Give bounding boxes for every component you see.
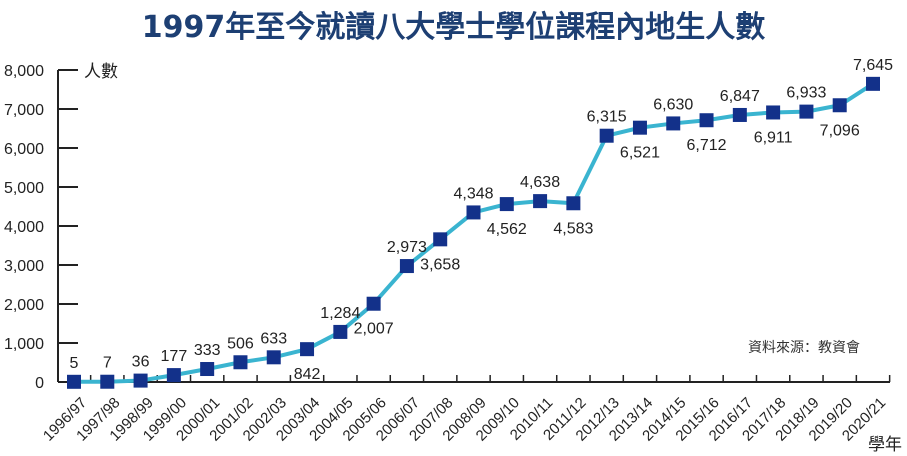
data-point-marker (333, 324, 348, 339)
data-point-marker (266, 350, 281, 365)
data-point-marker (799, 104, 814, 119)
data-label: 842 (294, 366, 321, 383)
data-label: 4,348 (453, 185, 493, 202)
data-point-marker (866, 76, 880, 91)
data-point-marker (100, 374, 115, 389)
data-label: 633 (260, 330, 287, 347)
data-label: 6,847 (720, 88, 760, 105)
data-label: 5 (70, 355, 79, 372)
data-label: 6,911 (754, 129, 793, 146)
y-tick-label: 2,000 (4, 297, 44, 314)
data-label: 333 (194, 342, 221, 359)
data-label: 3,658 (420, 256, 460, 273)
x-axis-label: 學年 (868, 435, 902, 455)
data-label: 1,284 (320, 305, 360, 322)
data-label: 6,933 (786, 85, 826, 102)
data-label: 6,630 (653, 96, 693, 113)
data-point-marker (300, 342, 315, 357)
data-point-marker (499, 197, 514, 212)
data-point-marker (632, 120, 647, 135)
data-label: 177 (161, 348, 188, 365)
y-axis-label: 人數 (84, 62, 118, 82)
data-point-marker (699, 113, 714, 128)
data-label: 506 (227, 335, 254, 352)
y-tick-label: 8,000 (4, 63, 44, 80)
series-line (67, 76, 880, 389)
data-point-marker (67, 374, 81, 389)
data-label: 7,096 (820, 122, 860, 139)
data-point-marker (666, 116, 681, 131)
source-note: 資料來源：教資會 (748, 340, 860, 356)
chart-title: 1997年至今就讀八大學士學位課程內地生人數 (141, 10, 766, 45)
data-label: 4,638 (520, 174, 560, 191)
data-label: 36 (132, 354, 150, 371)
data-point-marker (599, 128, 614, 143)
data-label: 4,583 (553, 220, 593, 237)
data-point-marker (533, 194, 548, 209)
data-point-marker (766, 105, 781, 120)
data-point-marker (466, 205, 481, 220)
y-tick-label: 6,000 (4, 141, 44, 158)
data-point-marker (366, 296, 381, 311)
data-point-marker (566, 196, 581, 211)
data-point-marker (399, 259, 414, 274)
y-tick-label: 5,000 (4, 180, 44, 197)
y-tick-label: 1,000 (4, 336, 44, 353)
y-tick-label: 4,000 (4, 219, 44, 236)
data-point-marker (166, 368, 181, 383)
data-label: 2,007 (354, 321, 394, 338)
data-label: 7,645 (853, 57, 893, 74)
data-point-marker (133, 373, 148, 388)
data-label: 6,521 (620, 145, 660, 162)
data-label: 2,973 (387, 239, 427, 256)
data-point-marker (433, 232, 448, 247)
data-point-marker (832, 98, 847, 113)
data-point-marker (732, 107, 747, 122)
y-tick-label: 3,000 (4, 258, 44, 275)
data-point-marker (233, 355, 248, 370)
data-point-marker (200, 362, 215, 377)
y-axis: 0 1,000 2,000 3,000 4,000 5,000 6,000 7,000 8,00… (4, 63, 78, 392)
data-label: 6,315 (587, 109, 627, 126)
data-label: 7 (103, 355, 112, 372)
data-label: 6,712 (687, 137, 727, 154)
x-axis: 1996/971997/981998/991999/002000/012001/… (40, 375, 891, 445)
y-tick-label: 7,000 (4, 102, 44, 119)
y-tick-label: 0 (35, 375, 44, 392)
data-label: 4,562 (487, 221, 527, 238)
